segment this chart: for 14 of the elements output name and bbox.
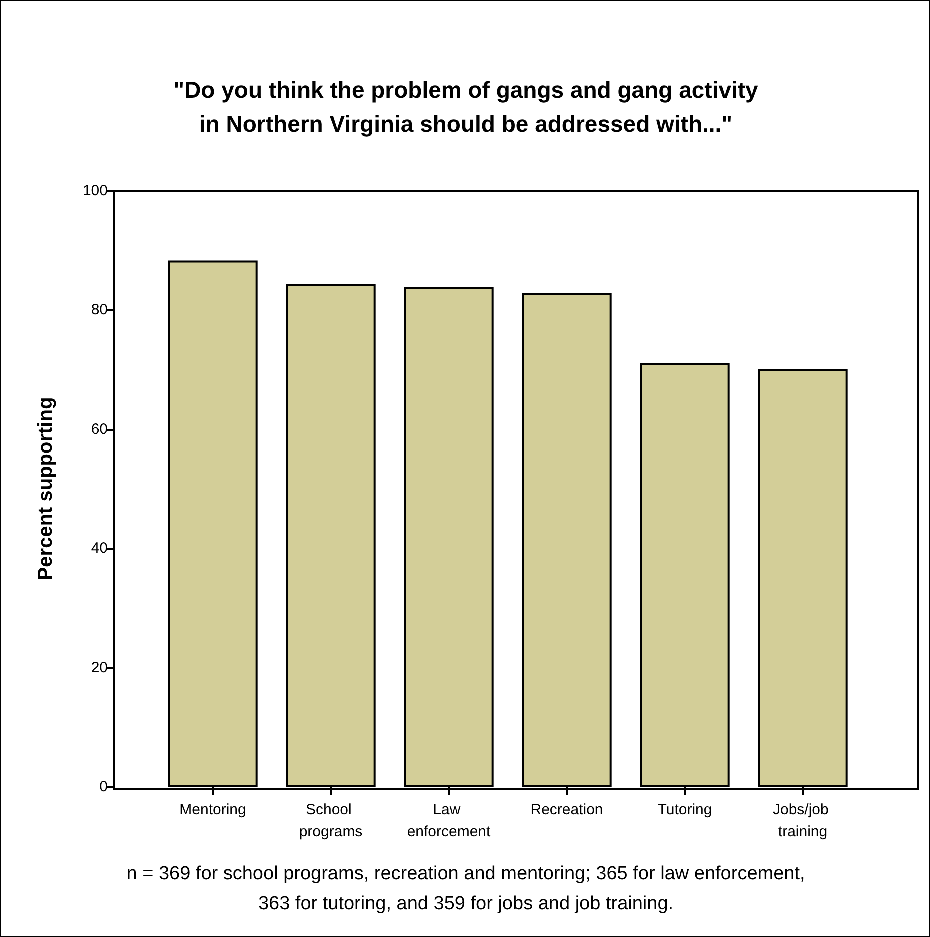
y-tick-label: 100 (82, 182, 108, 200)
x-tick-label: Tutoring (658, 802, 712, 818)
y-tick-label: 60 (91, 420, 108, 438)
y-tick-label: 40 (91, 540, 108, 558)
text: n = 369 for school programs, recreation and mentoring; 365 for law enforcement, 363 for tutoring, and 359 for jobs and job training. (126, 864, 806, 914)
chart-title: "Do you think the problem of gangs and gang activity in Northern Virginia should be addressed with..." (174, 77, 759, 137)
x-tick-label: Law enforcement (407, 802, 492, 840)
y-tick-label: 20 (91, 659, 108, 676)
x-tick-label: Recreation (530, 802, 604, 818)
x-tick-label: School programs (299, 802, 363, 840)
x-tick-label: Mentoring (180, 802, 246, 818)
x-tick-label: Jobs/job training (772, 802, 834, 840)
y-tick-label: 80 (91, 302, 108, 319)
y-axis-title: Percent supporting (35, 397, 57, 581)
